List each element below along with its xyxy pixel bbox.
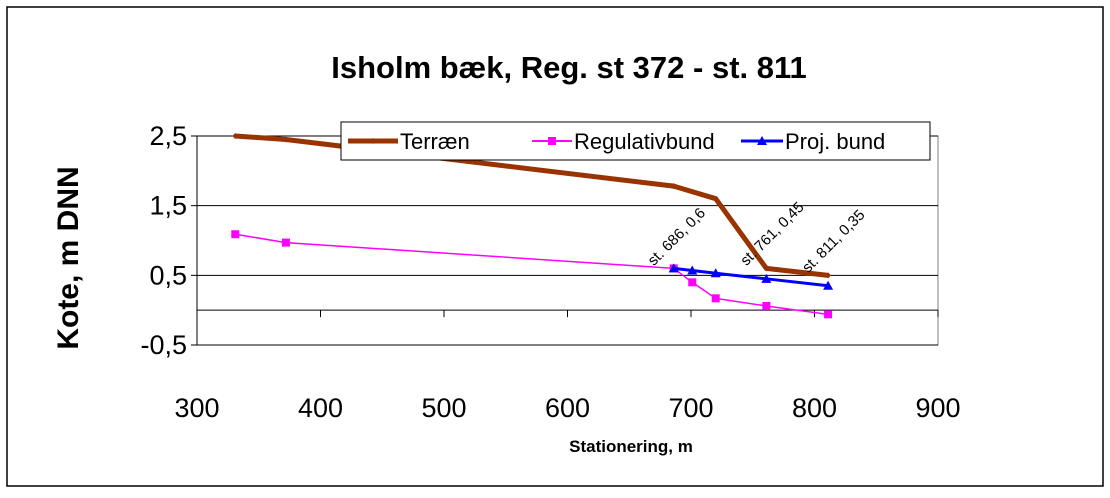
legend-box [340, 121, 931, 161]
y-tick-label-0: -0,5 [140, 330, 187, 360]
series-line-0 [235, 133, 829, 278]
series-group [231, 133, 834, 319]
series-2-point-1 [687, 265, 698, 275]
legend-label-2: Proj. bund [785, 129, 885, 154]
x-tick-label-6: 900 [915, 393, 960, 423]
x-tick-label-3: 600 [545, 393, 590, 423]
chart-title: Isholm bæk, Reg. st 372 - st. 811 [331, 50, 807, 85]
y-tick-label-1: 0,5 [149, 260, 187, 290]
x-tick-label-1: 400 [298, 393, 343, 423]
series-1-point-3 [688, 278, 697, 287]
series-2-point-2 [710, 268, 721, 278]
legend: Terræn Regulativbund Proj. bund [340, 121, 931, 161]
series-0-point-5 [825, 272, 832, 279]
legend-marker-0 [370, 138, 376, 144]
series-2-point-3 [761, 273, 772, 283]
series-1-point-0 [231, 230, 240, 239]
x-tick-label-2: 500 [421, 393, 466, 423]
legend-marker-1 [548, 137, 556, 145]
x-tick-label-5: 800 [792, 393, 837, 423]
legend-marker-2 [757, 136, 767, 145]
series-1-point-5 [762, 301, 771, 310]
legend-label-0: Terræn [400, 129, 470, 154]
series-2 [668, 263, 834, 290]
y-axis-label: Kote, m DNN [52, 166, 85, 349]
series-2-point-0 [668, 263, 679, 273]
series-0-point-0 [232, 133, 239, 139]
legend-item-2: Proj. bund [741, 129, 885, 154]
x-tick-label-4: 700 [668, 393, 713, 423]
legend-item-0: Terræn [348, 129, 470, 154]
series-0-point-3 [712, 195, 719, 202]
y-tick-label-3: 2,5 [149, 121, 187, 151]
x-tick-label-0: 300 [174, 393, 219, 423]
x-axis-label: Stationering, m [569, 437, 693, 456]
series-1-point-4 [711, 294, 720, 303]
series-0 [232, 133, 832, 279]
series-1-point-6 [824, 310, 833, 319]
series-0-point-4 [763, 265, 770, 272]
series-1-point-1 [281, 238, 290, 247]
series-0-point-1 [282, 136, 289, 143]
legend-item-1: Regulativbund [532, 129, 715, 154]
legend-label-1: Regulativbund [574, 129, 715, 154]
y-tick-label-2: 1,5 [149, 191, 187, 221]
series-0-point-2 [670, 183, 677, 190]
axes: -0,5 0,5 1,5 2,5 300 400 500 600 700 800 900 [140, 121, 960, 423]
series-2-point-4 [823, 280, 834, 290]
